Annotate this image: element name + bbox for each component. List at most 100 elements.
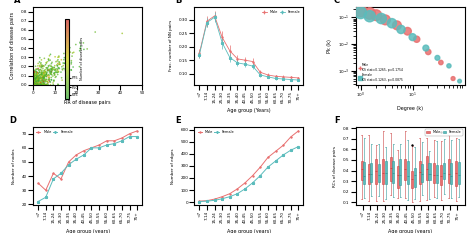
PathPatch shape bbox=[397, 166, 399, 188]
Point bbox=[37, 79, 45, 83]
Point bbox=[30, 83, 37, 86]
Point bbox=[38, 65, 46, 69]
PathPatch shape bbox=[375, 160, 377, 184]
Point bbox=[48, 62, 55, 65]
Point bbox=[52, 67, 60, 71]
PathPatch shape bbox=[436, 165, 438, 184]
Point bbox=[32, 69, 39, 73]
Point bbox=[30, 79, 38, 83]
Point bbox=[31, 77, 39, 81]
Point bbox=[404, 29, 411, 33]
Point bbox=[51, 73, 58, 77]
Point bbox=[33, 83, 40, 86]
Point bbox=[39, 64, 46, 68]
Point bbox=[38, 81, 46, 84]
Point bbox=[33, 76, 41, 80]
Point bbox=[39, 75, 47, 78]
Female bbox=[280, 154, 286, 156]
Point bbox=[357, 9, 365, 12]
Point bbox=[37, 81, 45, 84]
Point bbox=[34, 73, 41, 76]
Text: F: F bbox=[334, 116, 339, 126]
Point bbox=[40, 64, 47, 68]
Point bbox=[34, 78, 42, 82]
Male bbox=[250, 174, 255, 177]
Point bbox=[29, 83, 37, 86]
Point bbox=[47, 72, 55, 76]
Point bbox=[33, 83, 41, 86]
Point bbox=[30, 82, 37, 86]
Point bbox=[47, 68, 55, 72]
Point bbox=[31, 83, 39, 86]
Point bbox=[37, 74, 45, 78]
Point bbox=[37, 83, 45, 86]
Point bbox=[37, 62, 45, 66]
Point bbox=[47, 83, 55, 86]
Point bbox=[44, 60, 51, 64]
Text: A: A bbox=[14, 0, 20, 5]
Point bbox=[42, 70, 50, 74]
Point bbox=[44, 74, 51, 78]
Y-axis label: RCs of disease pairs: RCs of disease pairs bbox=[333, 146, 337, 187]
Male bbox=[127, 132, 132, 135]
Point bbox=[35, 77, 42, 81]
Point bbox=[44, 73, 52, 77]
Point bbox=[57, 70, 65, 74]
Point bbox=[36, 76, 44, 80]
Point bbox=[37, 82, 45, 85]
Point bbox=[33, 80, 41, 83]
Point bbox=[35, 79, 43, 82]
Point bbox=[37, 83, 45, 86]
Point bbox=[30, 68, 37, 72]
Point bbox=[29, 83, 37, 86]
Point bbox=[48, 60, 56, 64]
Point bbox=[35, 78, 42, 82]
Point bbox=[47, 72, 55, 76]
Point bbox=[30, 83, 38, 86]
Point bbox=[54, 59, 61, 63]
Female bbox=[288, 149, 293, 152]
Point bbox=[32, 80, 40, 83]
Point bbox=[37, 58, 45, 62]
Point bbox=[55, 66, 63, 70]
Point bbox=[37, 80, 45, 83]
Point bbox=[31, 77, 38, 81]
Point bbox=[33, 83, 40, 86]
Point bbox=[30, 75, 38, 79]
Point bbox=[47, 78, 55, 82]
Point bbox=[43, 72, 50, 76]
Point bbox=[32, 82, 39, 86]
Point bbox=[424, 50, 432, 54]
Point bbox=[37, 75, 45, 79]
Male bbox=[242, 182, 248, 184]
Male bbox=[134, 130, 140, 132]
Point bbox=[31, 83, 38, 86]
Point bbox=[46, 77, 53, 80]
Point bbox=[409, 35, 416, 39]
Point bbox=[34, 83, 42, 86]
Point bbox=[40, 76, 47, 80]
Point bbox=[63, 61, 71, 64]
Point bbox=[39, 82, 47, 85]
Point bbox=[34, 82, 42, 85]
Point bbox=[36, 83, 43, 86]
Male bbox=[35, 182, 41, 185]
Point bbox=[29, 83, 37, 86]
Point bbox=[437, 61, 445, 64]
Point bbox=[30, 83, 37, 86]
Point bbox=[62, 69, 70, 72]
Point bbox=[45, 73, 53, 76]
PathPatch shape bbox=[370, 163, 373, 182]
Point bbox=[38, 79, 46, 82]
PathPatch shape bbox=[363, 162, 365, 184]
Point bbox=[46, 79, 53, 82]
Point bbox=[37, 82, 45, 86]
Point bbox=[40, 83, 47, 86]
Point bbox=[51, 68, 59, 72]
Point bbox=[32, 68, 40, 72]
Point bbox=[36, 68, 44, 72]
Point bbox=[40, 72, 48, 76]
Point bbox=[51, 55, 59, 59]
Point bbox=[80, 48, 88, 51]
Point bbox=[38, 83, 46, 86]
